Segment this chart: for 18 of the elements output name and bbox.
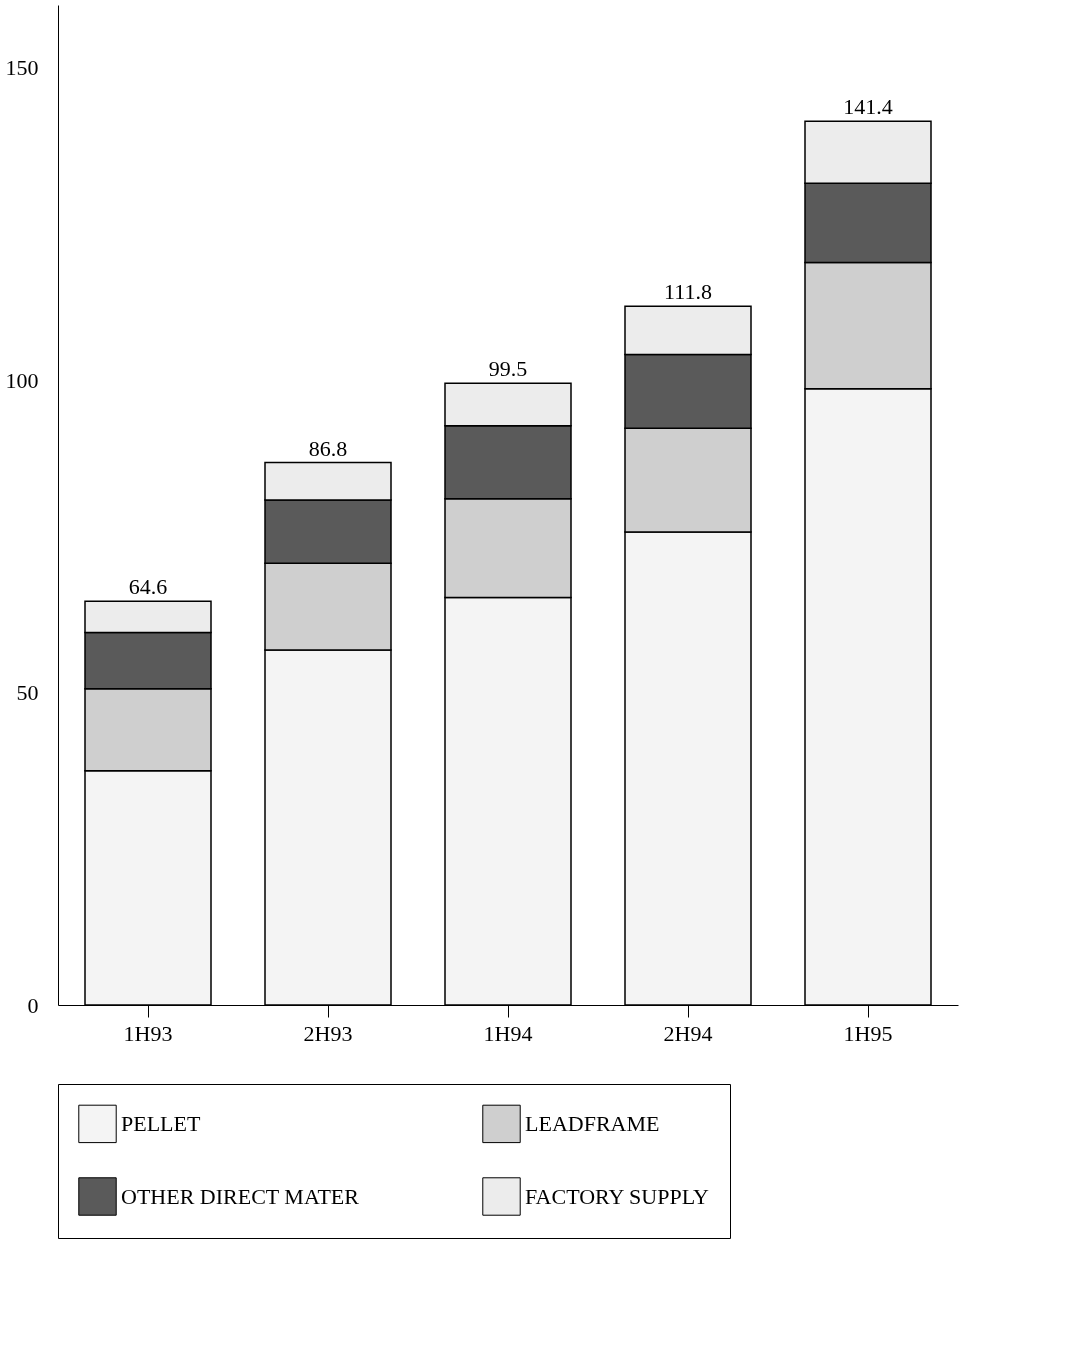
legend-label: OTHER DIRECT MATER (121, 1183, 360, 1209)
y-tick-label: 150 (5, 55, 39, 80)
total-label: 64.6 (128, 574, 168, 600)
legend-label: FACTORY SUPPLY (525, 1183, 709, 1209)
x-tick-label: 1H94 (483, 1020, 533, 1046)
y-tick-label: 0 (27, 992, 39, 1018)
legend-label: PELLET (121, 1110, 201, 1136)
x-tick-label: 1H95 (843, 1020, 893, 1046)
total-label: 86.8 (308, 435, 348, 461)
total-label: 99.5 (488, 356, 528, 382)
total-label: 141.4 (843, 94, 893, 120)
y-tick-label: 100 (5, 367, 39, 393)
x-tick-label: 2H93 (303, 1020, 353, 1046)
total-label: 111.8 (664, 279, 712, 305)
legend-label: LEADFRAME (525, 1110, 660, 1136)
y-tick-label: 50 (16, 680, 39, 705)
x-tick-label: 1H93 (123, 1020, 173, 1046)
x-tick-label: 2H94 (663, 1020, 713, 1046)
